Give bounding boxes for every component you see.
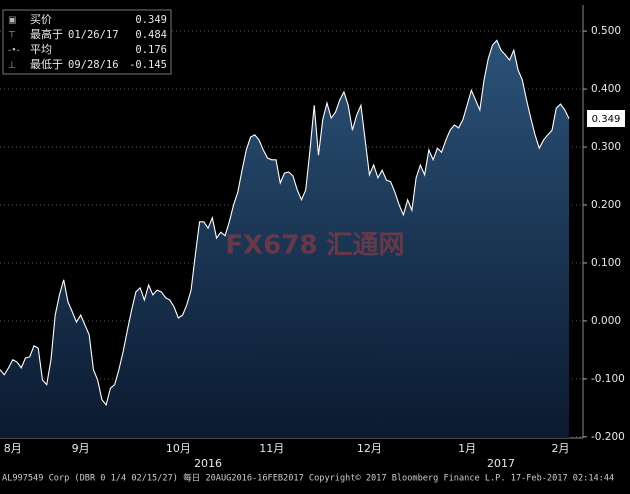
x-tick-label: 12月 <box>357 442 382 455</box>
y-tick-label: 0.000 <box>591 315 621 327</box>
area <box>0 40 569 439</box>
last-value-tag <box>587 110 625 127</box>
legend-value: 0.176 <box>135 44 167 56</box>
y-tick-label: 0.200 <box>591 199 621 211</box>
marks <box>0 39 570 439</box>
x-tick-label: 9月 <box>72 442 90 455</box>
legend-value: 0.349 <box>135 14 167 26</box>
legend-label: 最高于 <box>30 27 63 41</box>
legend: ▣ 买价 0.349 ⊤ 最高于 01/26/17 0.484 -•- 平均 0.176 ⊥ 最低于 0… <box>8 13 167 71</box>
legend-date: 09/28/16 <box>68 59 119 71</box>
legend-label: 最低于 <box>30 58 63 71</box>
legend-icon: ⊥ <box>8 61 16 71</box>
y-tick-label: -0.100 <box>591 373 625 385</box>
x-tick-label: 8月 <box>4 442 22 455</box>
y-tick-label: -0.200 <box>591 431 625 443</box>
legend-date: 01/26/17 <box>68 29 119 41</box>
x-tick-label: 11月 <box>259 442 284 455</box>
x-tick-label: 2月 <box>552 442 570 455</box>
x-year-label: 2017 <box>487 457 515 470</box>
legend-value: -0.145 <box>129 59 167 71</box>
footer: AL997549 Corp (DBR 0 1/4 02/15/27) 每日 20… <box>2 472 614 484</box>
y-tick-label: 0.400 <box>591 83 621 95</box>
last-value-label: 0.349 <box>592 114 621 125</box>
legend-value: 0.484 <box>135 29 167 41</box>
legend-box <box>2 9 172 75</box>
y-tick-label: 0.300 <box>591 141 621 153</box>
legend-label: 平均 <box>30 43 52 56</box>
x-year-label: 2016 <box>194 457 222 470</box>
x-tick-label: 1月 <box>458 442 476 455</box>
watermark: FX678 汇通网 <box>225 231 404 261</box>
line <box>0 39 570 407</box>
y-tick-label: 0.500 <box>591 25 621 37</box>
legend-icon: ⊤ <box>8 31 16 41</box>
axes: 0.500 0.400 0.300 0.200 0.100 0.000 -0.100 -0.2… <box>4 25 625 470</box>
legend-icon: ▣ <box>8 16 17 26</box>
y-tick-label: 0.100 <box>591 257 621 269</box>
legend-label: 买价 <box>30 13 52 26</box>
x-tick-label: 10月 <box>166 442 191 455</box>
legend-icon: -•- <box>8 46 20 56</box>
